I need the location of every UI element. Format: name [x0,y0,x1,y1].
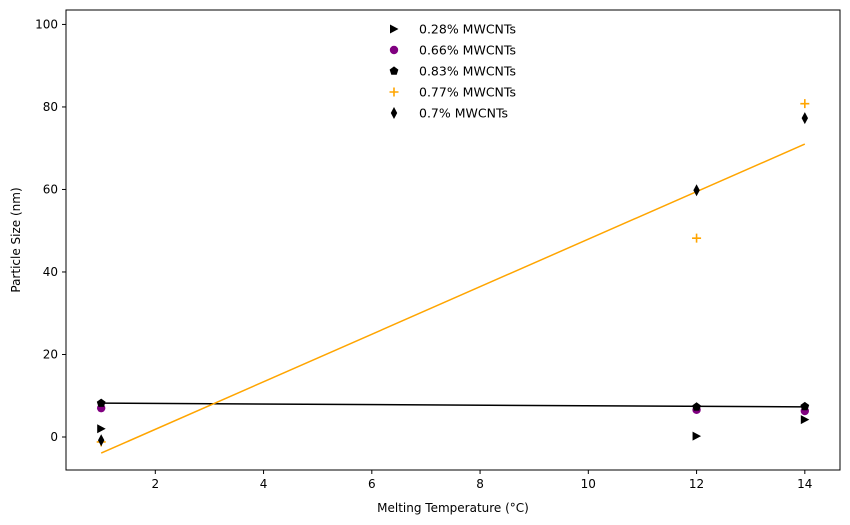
y-tick-label: 80 [43,100,58,114]
legend-marker [390,107,398,119]
y-tick-label: 40 [43,265,58,279]
data-point [692,431,702,441]
x-tick-label: 2 [151,477,159,491]
legend: 0.28% MWCNTs 0.66% MWCNTs 0.83% MWCNTs 0.77… [389,22,516,121]
x-tick-label: 8 [476,477,484,491]
data-point [800,401,810,411]
series-0-28-mwcnts [97,415,810,441]
data-point [800,415,810,425]
series-0-83-mwcnts [96,398,810,411]
x-tick-label: 14 [797,477,812,491]
y-tick-label: 20 [43,347,58,361]
legend-marker [389,45,399,55]
legend-label: 0.77% MWCNTs [419,85,516,100]
series-0-7-mwcnts [97,112,809,447]
trend-lines [100,143,806,454]
x-tick-label: 12 [689,477,704,491]
y-axis-label: Particle Size (nm) [9,187,23,292]
legend-label: 0.28% MWCNTs [419,22,516,37]
data-point [692,233,702,243]
legend-label: 0.83% MWCNTs [419,64,516,79]
y-tick-label: 60 [43,182,58,196]
trend-line [101,402,805,408]
x-tick-label: 6 [368,477,376,491]
legend-marker [390,24,399,34]
legend-label: 0.66% MWCNTs [419,43,516,58]
data-point [97,434,105,447]
x-axis-label: Melting Temperature (°C) [377,501,529,515]
data-point [97,424,106,434]
y-tick-label: 100 [35,17,58,31]
data-point [800,99,810,109]
y-axis-ticks: 0 20 40 60 80 100 [35,17,66,444]
data-point [801,112,809,125]
trend-line [100,143,806,454]
data-points [96,99,810,447]
legend-marker [389,87,399,97]
x-tick-label: 4 [260,477,268,491]
x-tick-label: 10 [581,477,596,491]
plot-frame [65,9,841,471]
data-point [693,184,700,197]
x-axis-ticks: 2 4 6 8 10 12 14 [151,470,812,491]
data-point [96,398,106,407]
y-tick-label: 0 [50,430,58,444]
data-point [692,402,701,411]
legend-marker [389,66,399,75]
legend-label: 0.7% MWCNTs [419,106,508,121]
